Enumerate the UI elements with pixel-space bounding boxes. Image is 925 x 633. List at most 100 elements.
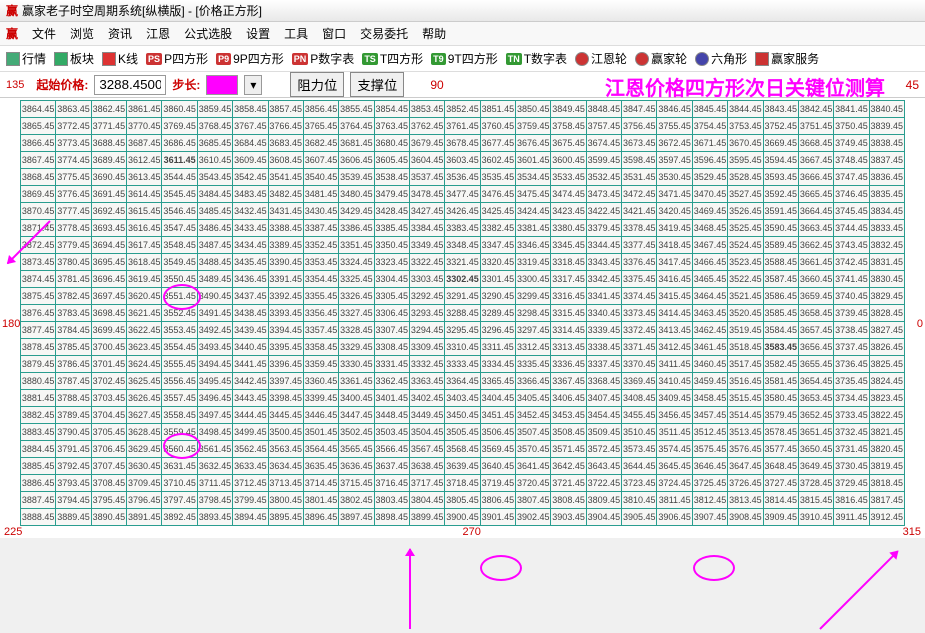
cell[interactable]: 3431.45 [268,203,303,220]
cell[interactable]: 3550.45 [162,271,197,288]
cell[interactable]: 3547.45 [162,220,197,237]
cell[interactable]: 3706.45 [91,441,126,458]
cell[interactable]: 3822.45 [869,407,904,424]
cell[interactable]: 3746.45 [834,186,869,203]
cell[interactable]: 3423.45 [551,203,586,220]
cell[interactable]: 3851.45 [480,101,515,118]
cell[interactable]: 3551.45 [162,288,197,305]
cell[interactable]: 3591.45 [763,203,798,220]
cell[interactable]: 3760.45 [480,118,515,135]
cell[interactable]: 3507.45 [516,424,551,441]
cell[interactable]: 3569.45 [480,441,515,458]
cell[interactable]: 3315.45 [551,305,586,322]
menu-资讯[interactable]: 资讯 [108,25,132,42]
cell[interactable]: 3881.45 [21,390,56,407]
cell[interactable]: 3544.45 [162,169,197,186]
cell[interactable]: 3410.45 [657,373,692,390]
cell[interactable]: 3438.45 [233,305,268,322]
cell[interactable]: 3638.45 [409,458,444,475]
cell[interactable]: 3868.45 [21,169,56,186]
tool-赢家服务[interactable]: 赢家服务 [755,50,819,67]
cell[interactable]: 3369.45 [622,373,657,390]
cell[interactable]: 3759.45 [516,118,551,135]
cell[interactable]: 3875.45 [21,288,56,305]
cell[interactable]: 3305.45 [374,288,409,305]
cell[interactable]: 3912.45 [869,509,904,526]
cell[interactable]: 3576.45 [728,441,763,458]
cell[interactable]: 3520.45 [728,305,763,322]
cell[interactable]: 3543.45 [197,169,232,186]
cell[interactable]: 3417.45 [657,254,692,271]
cell[interactable]: 3512.45 [692,424,727,441]
cell[interactable]: 3491.45 [197,305,232,322]
cell[interactable]: 3480.45 [339,186,374,203]
tool-行情[interactable]: 行情 [6,50,46,67]
cell[interactable]: 3364.45 [445,373,480,390]
cell[interactable]: 3604.45 [409,152,444,169]
cell[interactable]: 3873.45 [21,254,56,271]
cell[interactable]: 3740.45 [834,288,869,305]
cell[interactable]: 3741.45 [834,271,869,288]
cell[interactable]: 3351.45 [339,237,374,254]
cell[interactable]: 3319.45 [516,254,551,271]
cell[interactable]: 3442.45 [233,373,268,390]
menu-设置[interactable]: 设置 [246,25,270,42]
cell[interactable]: 3819.45 [869,458,904,475]
cell[interactable]: 3617.45 [127,237,162,254]
cell[interactable]: 3790.45 [56,424,91,441]
cell[interactable]: 3821.45 [869,424,904,441]
cell[interactable]: 3413.45 [657,322,692,339]
cell[interactable]: 3473.45 [586,186,621,203]
cell[interactable]: 3363.45 [409,373,444,390]
cell[interactable]: 3373.45 [622,305,657,322]
cell[interactable]: 3813.45 [728,492,763,509]
cell[interactable]: 3411.45 [657,356,692,373]
cell[interactable]: 3766.45 [268,118,303,135]
cell[interactable]: 3571.45 [551,441,586,458]
cell[interactable]: 3811.45 [657,492,692,509]
cell[interactable]: 3538.45 [374,169,409,186]
cell[interactable]: 3876.45 [21,305,56,322]
tool-赢家轮[interactable]: 赢家轮 [635,50,687,67]
cell[interactable]: 3555.45 [162,356,197,373]
cell[interactable]: 3753.45 [728,118,763,135]
cell[interactable]: 3419.45 [657,220,692,237]
cell[interactable]: 3501.45 [303,424,338,441]
cell[interactable]: 3904.45 [586,509,621,526]
cell[interactable]: 3715.45 [339,475,374,492]
cell[interactable]: 3688.45 [91,135,126,152]
cell[interactable]: 3716.45 [374,475,409,492]
cell[interactable]: 3712.45 [233,475,268,492]
menu-窗口[interactable]: 窗口 [322,25,346,42]
cell[interactable]: 3893.45 [197,509,232,526]
cell[interactable]: 3398.45 [268,390,303,407]
cell[interactable]: 3677.45 [480,135,515,152]
menu-帮助[interactable]: 帮助 [422,25,446,42]
cell[interactable]: 3479.45 [374,186,409,203]
cell[interactable]: 3791.45 [56,441,91,458]
cell[interactable]: 3672.45 [657,135,692,152]
cell[interactable]: 3384.45 [409,220,444,237]
cell[interactable]: 3846.45 [657,101,692,118]
cell[interactable]: 3321.45 [445,254,480,271]
cell[interactable]: 3494.45 [197,356,232,373]
cell[interactable]: 3309.45 [409,339,444,356]
tool-T数字表[interactable]: TNT数字表 [506,50,567,67]
cell[interactable]: 3549.45 [162,254,197,271]
cell[interactable]: 3842.45 [798,101,833,118]
cell[interactable]: 3331.45 [374,356,409,373]
cell[interactable]: 3401.45 [374,390,409,407]
cell[interactable]: 3360.45 [303,373,338,390]
cell[interactable]: 3885.45 [21,458,56,475]
cell[interactable]: 3450.45 [445,407,480,424]
cell[interactable]: 3829.45 [869,288,904,305]
cell[interactable]: 3883.45 [21,424,56,441]
cell[interactable]: 3779.45 [56,237,91,254]
cell[interactable]: 3490.45 [197,288,232,305]
cell[interactable]: 3707.45 [91,458,126,475]
cell[interactable]: 3603.45 [445,152,480,169]
cell[interactable]: 3686.45 [162,135,197,152]
cell[interactable]: 3330.45 [339,356,374,373]
cell[interactable]: 3433.45 [233,220,268,237]
cell[interactable]: 3864.45 [21,101,56,118]
